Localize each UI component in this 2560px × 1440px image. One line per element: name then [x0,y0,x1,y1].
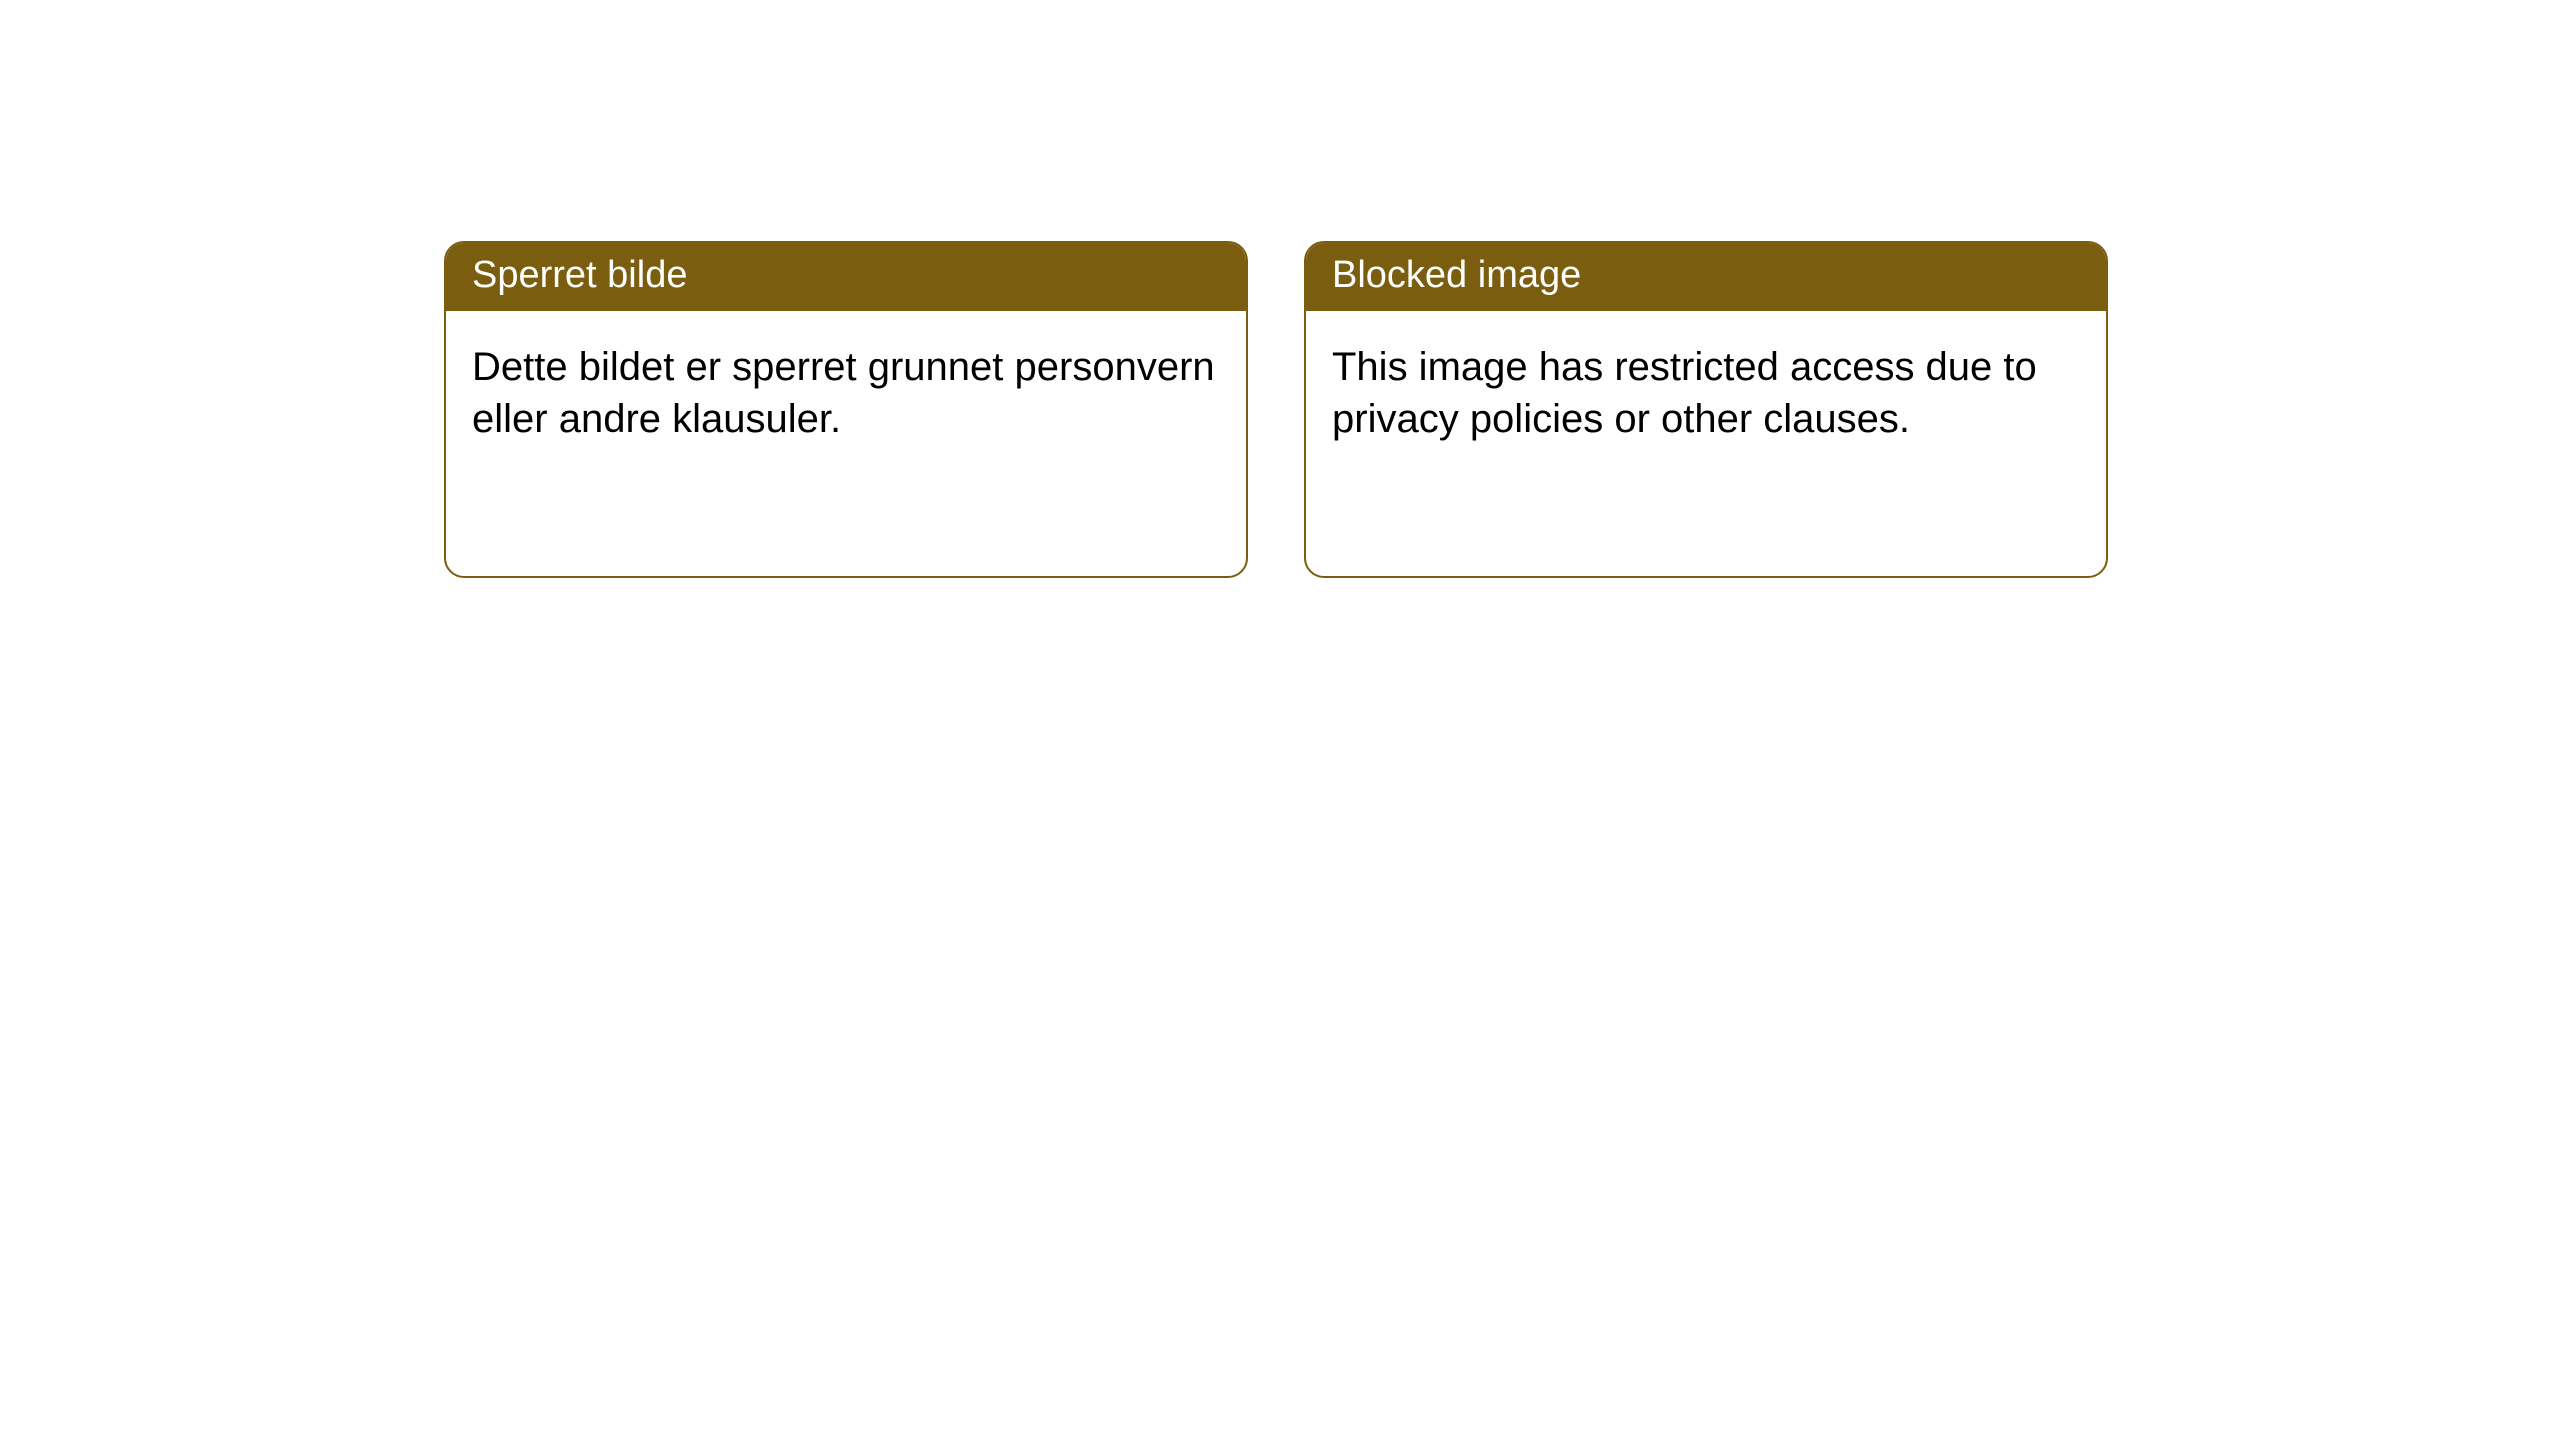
blocked-image-card-no: Sperret bilde Dette bildet er sperret gr… [444,241,1248,578]
card-title-en: Blocked image [1306,243,2106,311]
card-body-no: Dette bildet er sperret grunnet personve… [446,311,1246,477]
card-body-en: This image has restricted access due to … [1306,311,2106,477]
card-title-no: Sperret bilde [446,243,1246,311]
blocked-image-card-en: Blocked image This image has restricted … [1304,241,2108,578]
notice-container: Sperret bilde Dette bildet er sperret gr… [0,0,2560,578]
